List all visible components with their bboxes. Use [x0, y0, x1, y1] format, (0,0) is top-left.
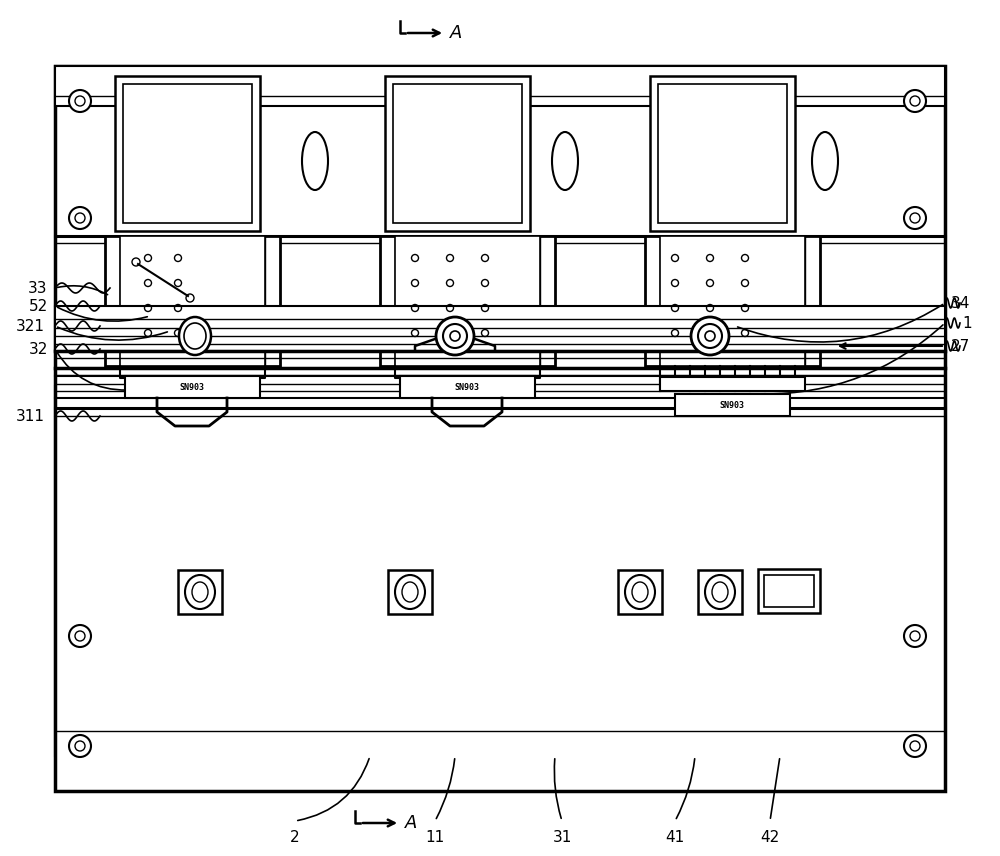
Ellipse shape	[625, 575, 655, 609]
Text: 52: 52	[28, 299, 48, 313]
Bar	[395, 236, 540, 366]
Circle shape	[910, 213, 920, 223]
Ellipse shape	[552, 132, 578, 190]
Text: 41: 41	[665, 829, 685, 845]
Circle shape	[691, 317, 729, 355]
Circle shape	[75, 631, 85, 641]
Circle shape	[69, 625, 91, 647]
Bar	[400, 376, 535, 398]
Bar	[658, 84, 787, 223]
Bar	[618, 570, 662, 614]
Circle shape	[904, 207, 926, 229]
Bar	[120, 236, 265, 366]
Ellipse shape	[402, 582, 418, 602]
Bar	[385, 76, 530, 231]
Text: 33: 33	[28, 281, 48, 295]
Text: 311: 311	[16, 408, 44, 424]
Ellipse shape	[192, 582, 208, 602]
Bar	[380, 236, 555, 366]
Ellipse shape	[185, 575, 215, 609]
Circle shape	[443, 324, 467, 348]
Circle shape	[75, 741, 85, 751]
Bar	[660, 377, 805, 391]
Bar	[645, 236, 820, 366]
Text: 27: 27	[950, 338, 970, 354]
Circle shape	[904, 625, 926, 647]
Bar	[388, 570, 432, 614]
Bar	[698, 570, 742, 614]
Bar	[764, 575, 814, 607]
Text: 2: 2	[290, 829, 300, 845]
Bar	[55, 66, 945, 106]
Bar	[105, 236, 280, 366]
Circle shape	[69, 90, 91, 112]
Circle shape	[69, 735, 91, 757]
Bar	[650, 76, 795, 231]
Ellipse shape	[705, 575, 735, 609]
Circle shape	[450, 331, 460, 341]
Text: 11: 11	[425, 829, 445, 845]
Text: 31: 31	[552, 829, 572, 845]
Text: 1: 1	[962, 316, 972, 330]
Bar	[55, 306, 945, 351]
Text: 34: 34	[950, 295, 970, 311]
Bar	[393, 84, 522, 223]
Circle shape	[904, 735, 926, 757]
Circle shape	[75, 96, 85, 106]
Bar	[758, 569, 820, 613]
Text: 32: 32	[28, 342, 48, 356]
Bar	[675, 394, 790, 416]
Text: SN903: SN903	[720, 401, 744, 409]
Ellipse shape	[179, 317, 211, 355]
Circle shape	[904, 90, 926, 112]
Bar	[115, 76, 260, 231]
Ellipse shape	[812, 132, 838, 190]
Bar	[123, 84, 252, 223]
Circle shape	[75, 213, 85, 223]
Ellipse shape	[302, 132, 328, 190]
Circle shape	[69, 207, 91, 229]
Bar	[660, 236, 805, 366]
Ellipse shape	[184, 323, 206, 349]
Ellipse shape	[712, 582, 728, 602]
Circle shape	[910, 631, 920, 641]
Circle shape	[705, 331, 715, 341]
Bar	[125, 376, 260, 398]
Circle shape	[698, 324, 722, 348]
Bar	[55, 386, 945, 756]
Bar	[55, 66, 945, 791]
Text: A: A	[405, 814, 417, 832]
Text: 321: 321	[16, 318, 44, 334]
Text: SN903: SN903	[180, 383, 205, 391]
Circle shape	[910, 741, 920, 751]
Text: 42: 42	[760, 829, 780, 845]
Circle shape	[436, 317, 474, 355]
Ellipse shape	[632, 582, 648, 602]
Circle shape	[910, 96, 920, 106]
Text: SN903: SN903	[454, 383, 480, 391]
Bar	[178, 570, 222, 614]
Ellipse shape	[395, 575, 425, 609]
Text: A: A	[450, 24, 462, 42]
